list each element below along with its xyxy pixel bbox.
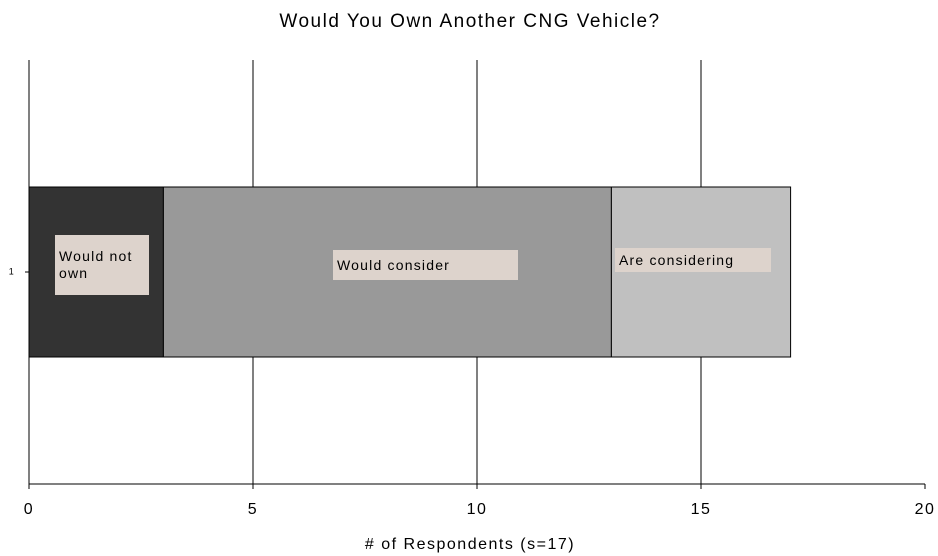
x-tick-label: 10 [467,501,488,518]
segment-label: Would not own [55,235,149,295]
x-tick-label: 15 [691,501,712,518]
x-axis-title: # of Respondents (s=17) [365,536,575,553]
x-tick-label: 5 [248,501,258,518]
x-tick-label: 20 [915,501,936,518]
segment-label: Would consider [333,250,518,280]
bar-segment [610,186,792,358]
x-tick-label: 0 [24,501,34,518]
segment-label: Are considering [615,248,771,272]
chart-title: Would You Own Another CNG Vehicle? [279,11,660,32]
y-tick-label: 1 [9,266,16,276]
